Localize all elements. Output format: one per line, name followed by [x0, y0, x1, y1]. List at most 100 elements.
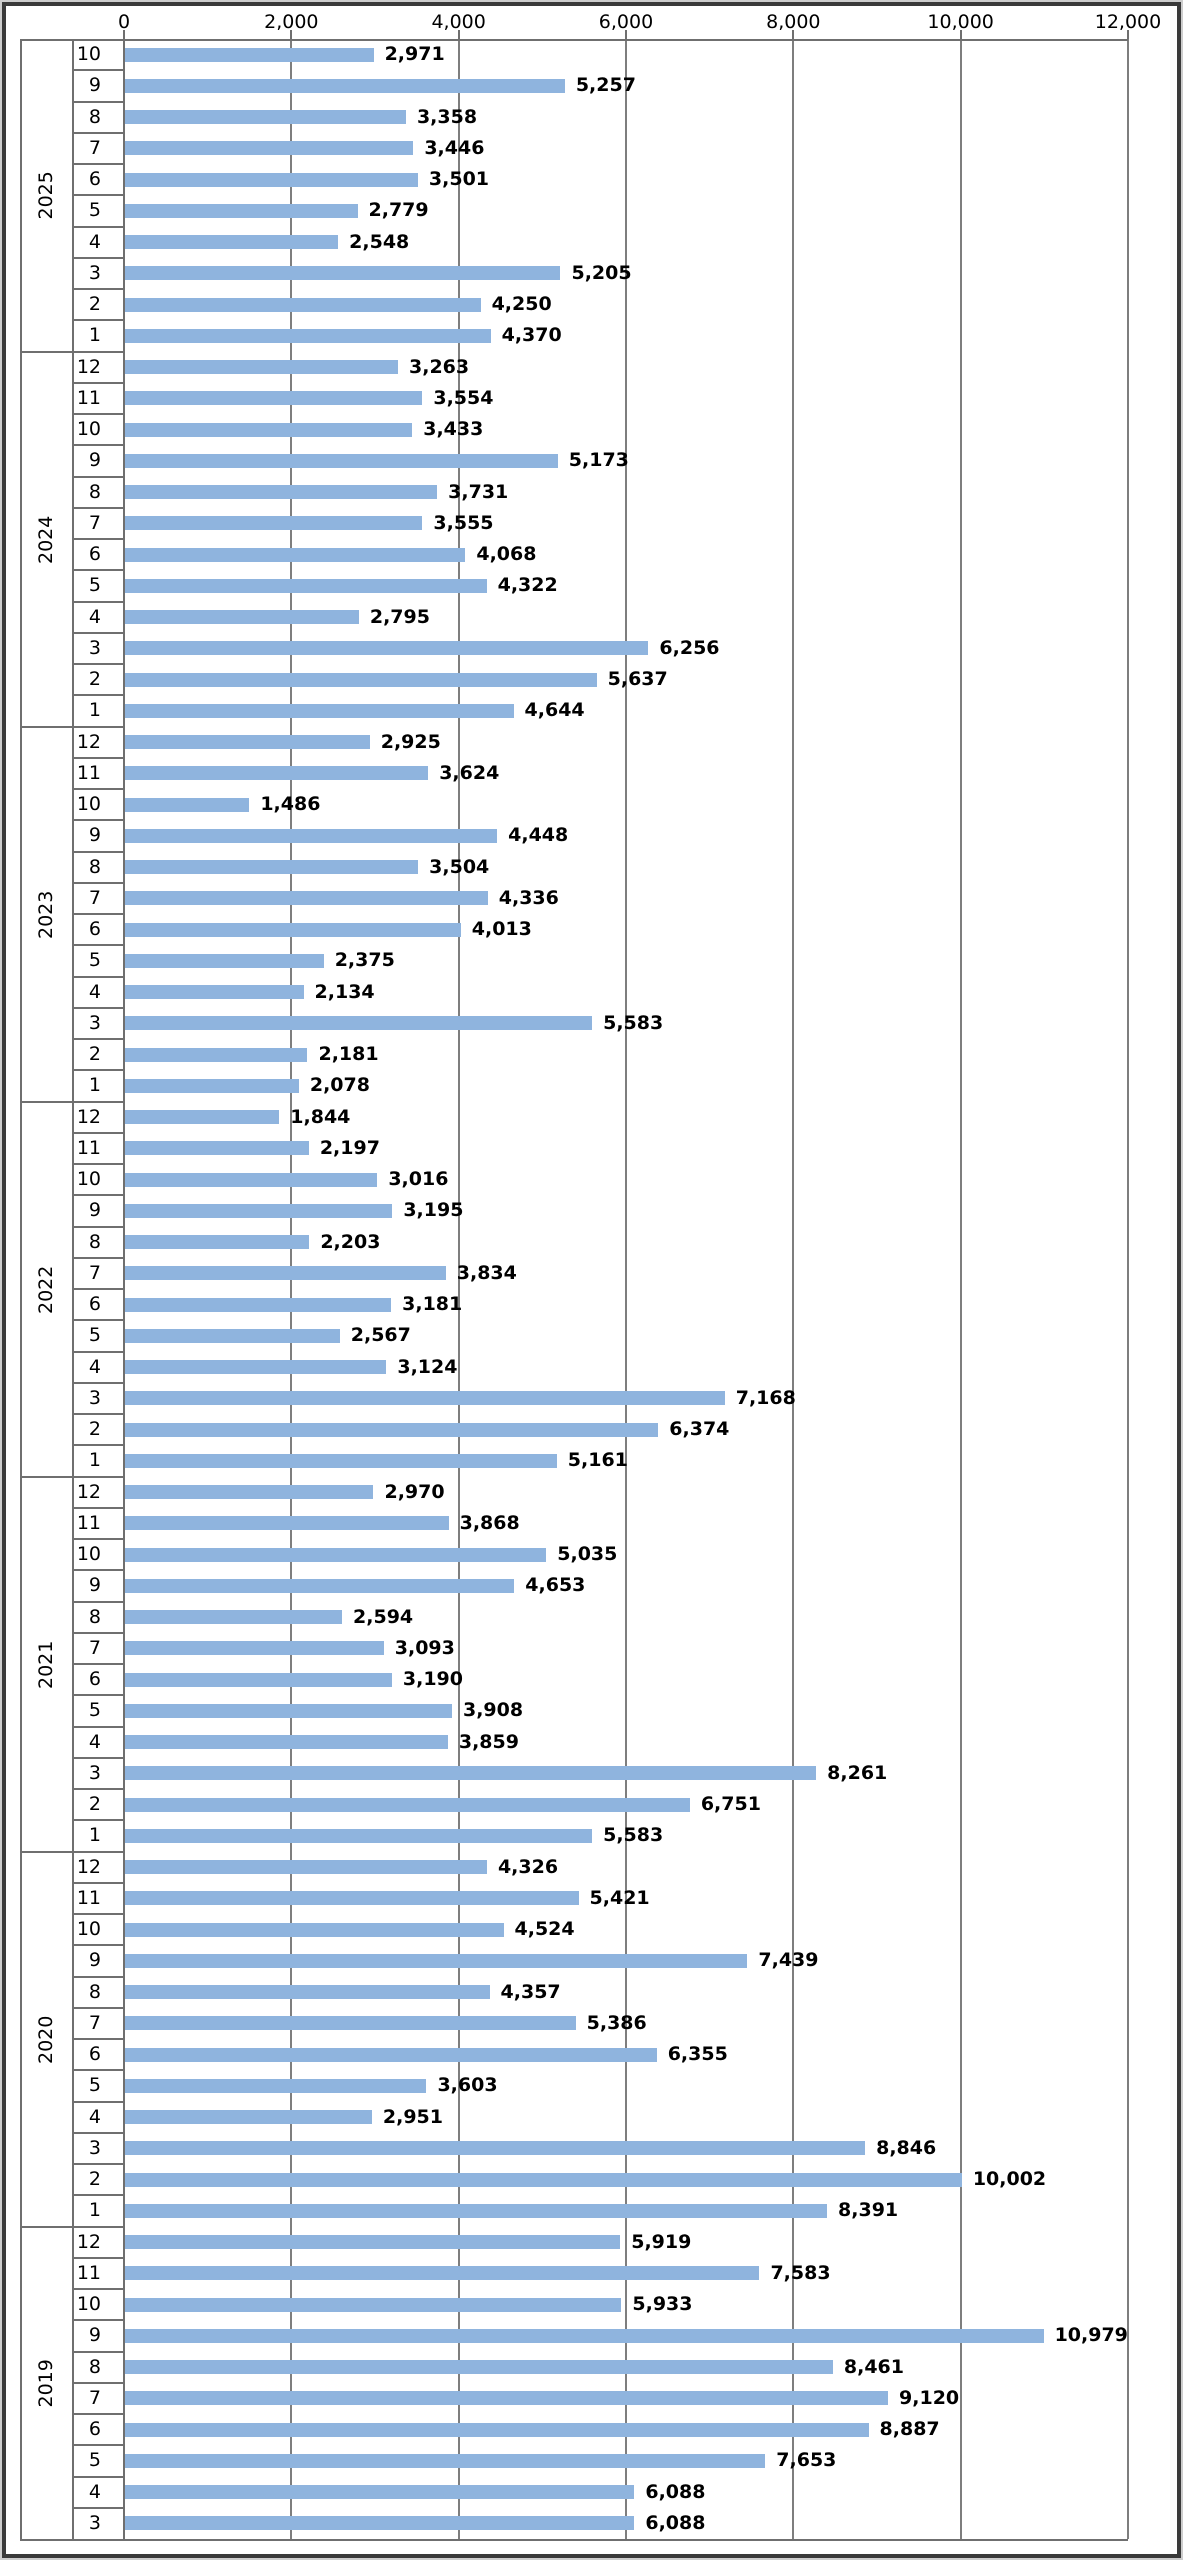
month-tick	[72, 1444, 124, 1447]
axis-tick	[457, 30, 460, 39]
month-tick	[72, 1006, 124, 1009]
bar-value-label: 4,653	[525, 1574, 586, 1597]
bar	[125, 1610, 343, 1625]
month-tick	[72, 1788, 124, 1790]
bar	[125, 1547, 547, 1562]
month-tick	[72, 850, 124, 853]
bar	[125, 1485, 374, 1500]
month-tick	[72, 475, 124, 478]
month-tick	[72, 756, 124, 759]
bar-value-label: 3,016	[388, 1168, 449, 1190]
month-tick	[72, 694, 124, 697]
month-tick	[72, 2444, 124, 2447]
month-label: 12	[76, 1480, 101, 1503]
month-label: 9	[88, 1949, 101, 1972]
bar-value-label: 3,501	[428, 168, 490, 190]
month-tick	[72, 1756, 124, 1759]
bar	[125, 47, 374, 62]
month-label: 9	[88, 74, 101, 97]
month-label: 8	[88, 105, 101, 128]
bar	[125, 2047, 657, 2062]
bar-value-label: 4,013	[471, 918, 532, 940]
bar-value-label: 6,751	[700, 1793, 761, 1815]
x-axis-tick-label: 6,000	[598, 11, 654, 33]
month-tick	[72, 2475, 124, 2478]
month-tick	[72, 506, 124, 509]
bar-value-label: 3,195	[403, 1199, 464, 1222]
bar-value-label: 3,504	[429, 855, 490, 878]
bar	[125, 1172, 378, 1187]
axis-tick	[792, 30, 795, 39]
month-label: 1	[88, 1824, 101, 1847]
bar	[125, 1516, 449, 1531]
month-label: 5	[88, 2074, 101, 2097]
bar-value-label: 8,846	[876, 2136, 937, 2159]
bar-value-label: 3,554	[433, 386, 494, 409]
month-label: 5	[88, 574, 101, 597]
month-tick	[72, 663, 124, 665]
month-label: 12	[76, 730, 101, 753]
month-tick	[72, 131, 124, 134]
month-tick	[72, 2069, 124, 2072]
bar-value-label: 2,951	[382, 2105, 443, 2128]
month-tick	[72, 1538, 124, 1540]
bar-value-label: 4,524	[514, 1918, 575, 1940]
bar-value-label: 3,124	[397, 1355, 458, 1378]
year-separator	[20, 2225, 124, 2228]
bar-value-label: 3,433	[423, 418, 484, 440]
bar-value-label: 9,120	[899, 2386, 960, 2409]
month-label: 9	[88, 1574, 101, 1597]
month-tick	[72, 1725, 124, 1728]
x-axis-tick-label: 0	[117, 11, 131, 33]
month-label: 11	[76, 761, 101, 784]
month-tick	[72, 1663, 124, 1665]
month-tick	[72, 69, 124, 72]
gridline	[959, 39, 962, 2539]
bar-value-label: 8,887	[879, 2418, 940, 2440]
bar-value-label: 5,386	[586, 2011, 647, 2034]
month-label: 8	[88, 1605, 101, 1628]
bar-value-label: 5,583	[603, 1011, 664, 1034]
month-label: 2	[88, 2168, 101, 2190]
bar-value-label: 5,161	[567, 1449, 628, 1472]
category-axis-line	[123, 39, 125, 2539]
month-tick	[72, 538, 124, 540]
bar	[125, 2078, 427, 2093]
bar-value-label: 4,448	[508, 824, 569, 847]
bar	[125, 141, 414, 156]
bar-value-label: 4,068	[476, 543, 537, 565]
bar	[125, 422, 413, 437]
bar-value-label: 6,355	[667, 2043, 728, 2065]
month-label: 1	[88, 1074, 101, 1097]
bar	[125, 110, 406, 125]
value-axis-line	[20, 39, 1128, 41]
bar	[125, 1235, 310, 1250]
bar	[125, 2266, 760, 2281]
bar-value-label: 7,653	[776, 2449, 837, 2472]
month-tick	[72, 2131, 124, 2134]
bar	[125, 1266, 446, 1281]
month-label: 3	[88, 1761, 101, 1784]
bar	[125, 1703, 452, 1718]
gridline	[792, 39, 795, 2539]
bar-value-label: 7,583	[770, 2261, 831, 2284]
month-tick	[72, 913, 124, 915]
bar	[125, 516, 423, 531]
month-tick	[72, 225, 124, 228]
month-tick	[72, 2506, 124, 2509]
bar-value-label: 5,257	[575, 74, 636, 97]
month-tick	[72, 1131, 124, 1134]
month-label: 10	[76, 43, 101, 65]
bar-value-label: 3,603	[437, 2074, 498, 2097]
bar	[125, 1328, 340, 1343]
month-label: 2	[88, 668, 101, 690]
bar	[125, 1141, 309, 1156]
bar	[125, 1797, 690, 1812]
month-tick	[72, 1944, 124, 1947]
month-tick	[72, 381, 124, 384]
month-tick	[72, 1163, 124, 1165]
bar-value-label: 8,461	[843, 2355, 904, 2378]
month-label: 1	[88, 699, 101, 722]
bar	[125, 766, 429, 781]
year-separator	[20, 725, 124, 728]
